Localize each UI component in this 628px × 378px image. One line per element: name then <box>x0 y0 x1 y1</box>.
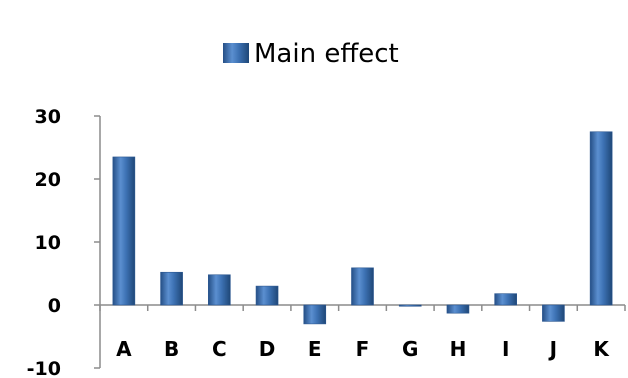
x-tick-label-F: F <box>356 337 370 361</box>
x-tick-label-G: G <box>402 337 418 361</box>
bar-D <box>255 285 279 306</box>
y-tick-label: 10 <box>35 232 61 254</box>
y-tick-label: 30 <box>35 106 61 128</box>
y-tick-label: 0 <box>48 295 61 317</box>
x-tick-label-C: C <box>212 337 227 361</box>
legend: Main effect <box>223 39 399 69</box>
axes <box>94 115 626 369</box>
labels: 30 20 10 0 -10 A B C D E F G H I J K <box>27 106 611 378</box>
x-tick-label-B: B <box>164 337 179 361</box>
x-tick-label-H: H <box>450 337 467 361</box>
bar-I <box>494 293 517 306</box>
bar-J <box>542 304 565 322</box>
bars <box>112 131 613 325</box>
x-tick-label-J: J <box>548 337 557 361</box>
bar-G <box>398 304 422 307</box>
bar-A <box>112 156 136 306</box>
y-tick-label: -10 <box>27 358 61 378</box>
legend-swatch <box>223 43 249 63</box>
bar-E <box>303 304 327 325</box>
x-tick-label-A: A <box>116 337 132 361</box>
x-tick-label-E: E <box>308 337 322 361</box>
bar-B <box>160 271 183 306</box>
bar-C <box>208 274 231 306</box>
bar-F <box>351 267 374 306</box>
x-tick-label-K: K <box>593 337 610 361</box>
bar-K <box>589 131 613 306</box>
y-tick-label: 20 <box>35 169 61 191</box>
legend-label: Main effect <box>254 39 399 69</box>
x-tick-label-D: D <box>259 337 276 361</box>
bar-H <box>446 304 470 314</box>
x-tick-label-I: I <box>502 337 509 361</box>
